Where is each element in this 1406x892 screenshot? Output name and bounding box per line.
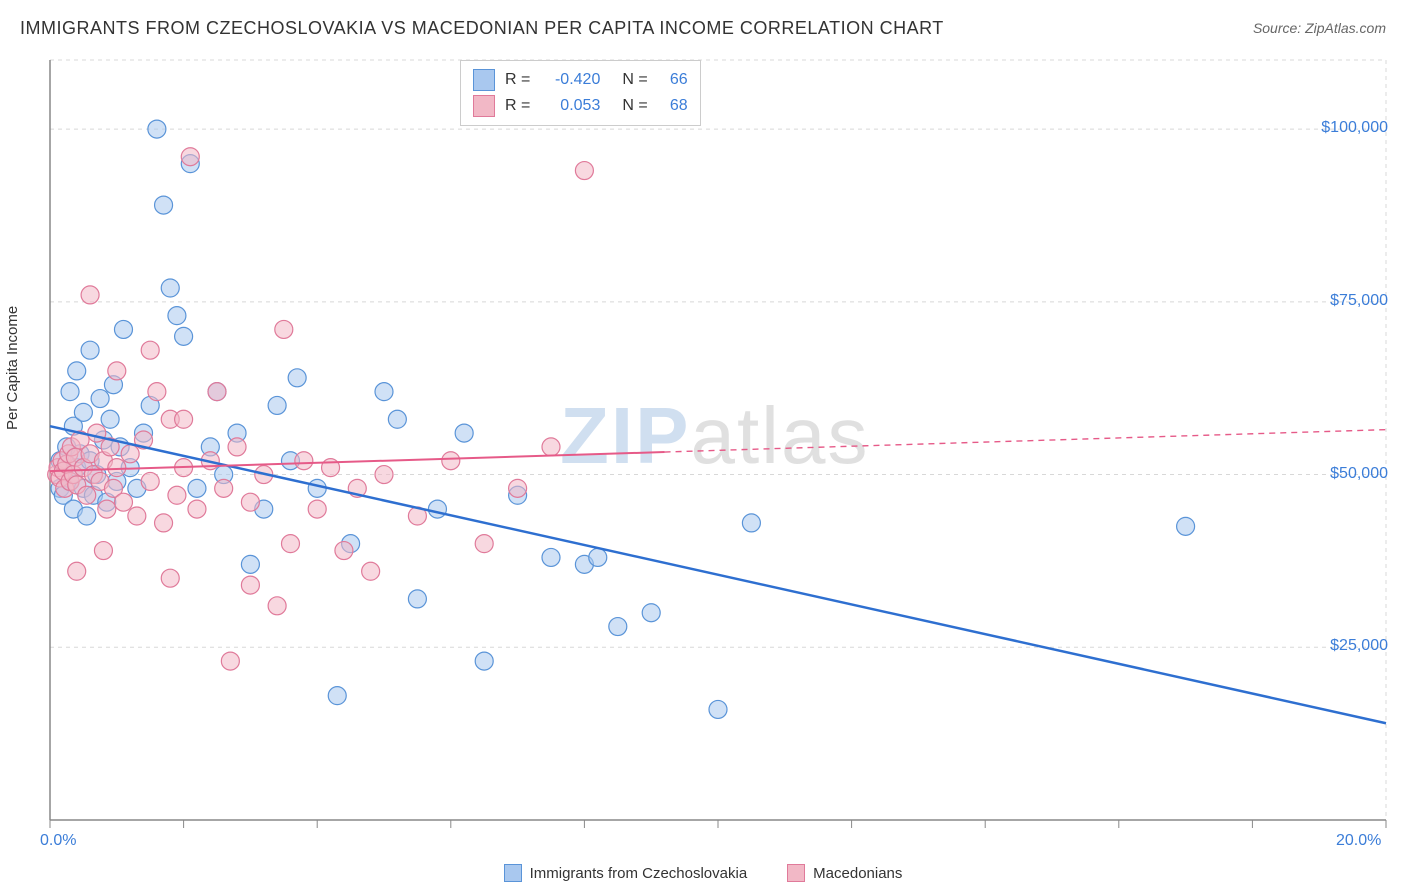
legend-item-macedonian: Macedonians bbox=[787, 864, 902, 882]
scatter-chart bbox=[0, 0, 1406, 892]
stats-r-czech: -0.420 bbox=[540, 71, 600, 89]
legend-label-macedonian: Macedonians bbox=[813, 865, 902, 882]
stats-n-macedonian: 68 bbox=[658, 97, 688, 115]
stats-r-label: R = bbox=[505, 97, 530, 115]
swatch-czech bbox=[504, 864, 522, 882]
x-tick-label: 0.0% bbox=[40, 832, 76, 850]
stats-row-czech: R = -0.420 N = 66 bbox=[473, 67, 688, 93]
x-tick-label: 20.0% bbox=[1336, 832, 1381, 850]
stats-row-macedonian: R = 0.053 N = 68 bbox=[473, 93, 688, 119]
stats-n-label: N = bbox=[622, 97, 647, 115]
stats-legend-box: R = -0.420 N = 66 R = 0.053 N = 68 bbox=[460, 60, 701, 126]
legend-label-czech: Immigrants from Czechoslovakia bbox=[530, 865, 748, 882]
stats-n-czech: 66 bbox=[658, 71, 688, 89]
stats-r-macedonian: 0.053 bbox=[540, 97, 600, 115]
y-tick-label: $100,000 bbox=[1321, 119, 1388, 137]
swatch-czech bbox=[473, 69, 495, 91]
swatch-macedonian bbox=[787, 864, 805, 882]
swatch-macedonian bbox=[473, 95, 495, 117]
stats-n-label: N = bbox=[622, 71, 647, 89]
legend-item-czech: Immigrants from Czechoslovakia bbox=[504, 864, 748, 882]
bottom-legend: Immigrants from Czechoslovakia Macedonia… bbox=[0, 864, 1406, 882]
y-tick-label: $25,000 bbox=[1330, 637, 1388, 655]
stats-r-label: R = bbox=[505, 71, 530, 89]
y-tick-label: $50,000 bbox=[1330, 465, 1388, 483]
y-tick-label: $75,000 bbox=[1330, 292, 1388, 310]
